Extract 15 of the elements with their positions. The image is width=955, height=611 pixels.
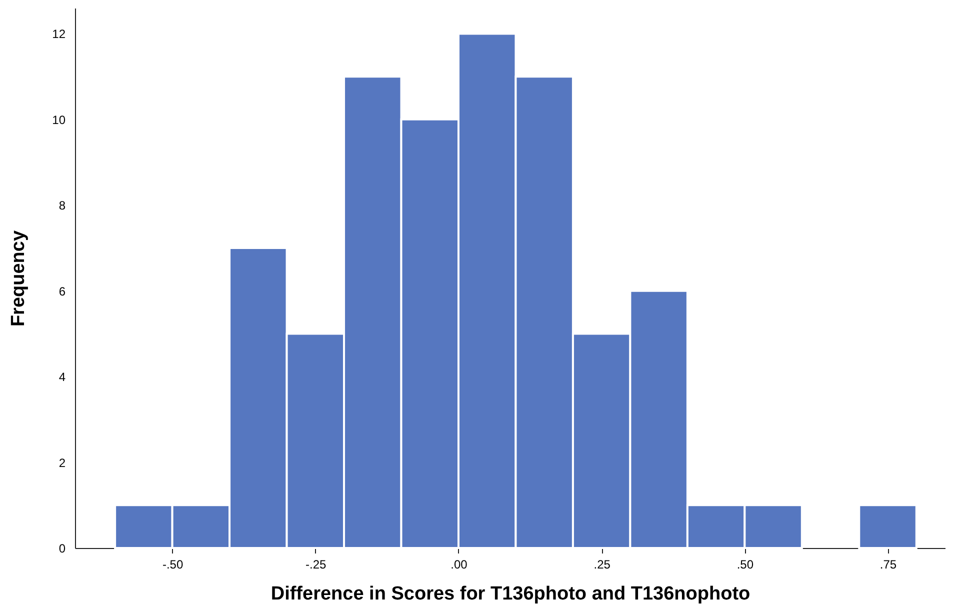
y-tick-label: 2 bbox=[58, 456, 66, 470]
y-tick-label: 10 bbox=[52, 112, 66, 127]
y-tick-label: 6 bbox=[58, 284, 66, 298]
y-axis-title: Frequency bbox=[8, 230, 30, 327]
x-axis-title: Difference in Scores for T136photo and T136nophoto bbox=[270, 584, 750, 604]
x-tick-label: .50 bbox=[736, 558, 754, 572]
y-tick-label: 4 bbox=[58, 370, 66, 384]
x-tick-label: -.50 bbox=[162, 558, 184, 572]
x-tick-label: .00 bbox=[450, 558, 468, 572]
y-tick-label: 8 bbox=[58, 198, 66, 213]
y-tick-label: 12 bbox=[52, 27, 66, 42]
x-tick-label: .75 bbox=[880, 558, 897, 572]
x-tick-label: -.25 bbox=[306, 558, 327, 572]
x-tick-label: .25 bbox=[594, 558, 611, 572]
y-tick-label: 0 bbox=[58, 542, 66, 556]
